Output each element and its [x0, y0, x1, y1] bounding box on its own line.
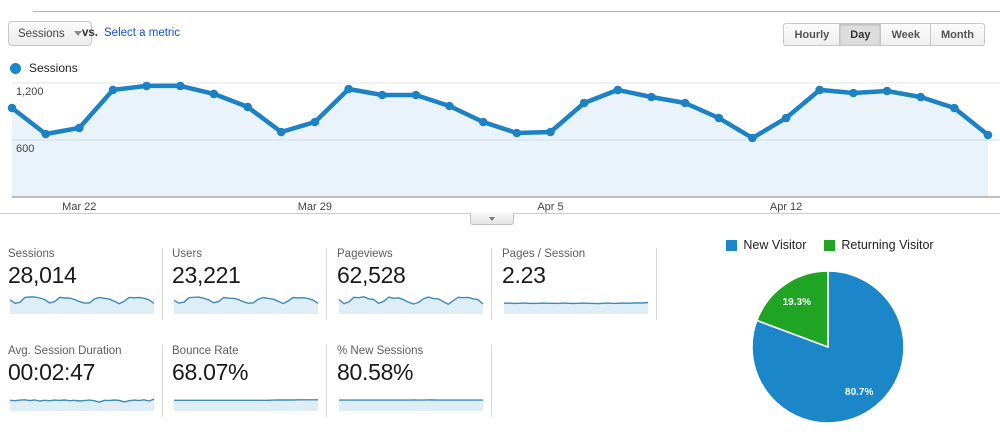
scorecard-bounce-rate: Bounce Rate 68.07% [172, 345, 322, 413]
chevron-down-icon [73, 31, 82, 36]
scorecard-label: Sessions [8, 248, 55, 260]
scorecard-label: Avg. Session Duration [8, 345, 122, 357]
card-divider [326, 248, 327, 320]
granularity-hourly-button[interactable]: Hourly [783, 23, 841, 46]
svg-text:1,200: 1,200 [16, 86, 44, 98]
top-divider [33, 11, 1000, 12]
scorecard-value: 80.58% [337, 359, 414, 385]
scorecard-sparkline[interactable] [337, 387, 485, 413]
granularity-button-group: Hourly Day Week Month [783, 23, 985, 46]
select-a-metric-link[interactable]: Select a metric [104, 27, 181, 39]
scorecard-label: Users [172, 248, 203, 260]
legend-item-new-visitor: New Visitor [726, 238, 806, 252]
svg-text:Apr 12: Apr 12 [770, 201, 802, 213]
svg-text:Mar 22: Mar 22 [62, 201, 96, 213]
granularity-week-button[interactable]: Week [881, 23, 932, 46]
chart-legend: Sessions [10, 61, 78, 75]
scorecard-users: Users 23,221 [172, 248, 322, 316]
granularity-day-button[interactable]: Day [840, 23, 882, 46]
scorecard-sparkline[interactable] [172, 290, 320, 316]
chevron-down-icon [489, 216, 495, 221]
pie-slice-returning-visitor[interactable] [756, 270, 829, 348]
scorecard-value: 2.23 [502, 262, 546, 288]
scorecard-sparkline[interactable] [8, 290, 156, 316]
card-divider [326, 345, 327, 417]
new-visitor-swatch-icon [726, 239, 738, 251]
scorecard-value: 23,221 [172, 262, 241, 288]
sessions-series-dot-icon [10, 62, 21, 74]
scorecard-pageviews: Pageviews 62,528 [337, 248, 487, 316]
svg-text:600: 600 [16, 143, 34, 155]
scorecard-value: 28,014 [8, 262, 77, 288]
scorecard-pages-session: Pages / Session 2.23 [502, 248, 652, 316]
scorecard-label: Bounce Rate [172, 345, 239, 357]
scorecard-new-sessions: % New Sessions 80.58% [337, 345, 487, 413]
scorecard-value: 62,528 [337, 262, 406, 288]
card-divider [162, 345, 163, 417]
scorecard-label: Pageviews [337, 248, 393, 260]
svg-text:Mar 29: Mar 29 [298, 201, 332, 213]
metric-selector-dropdown[interactable]: Sessions [8, 21, 92, 46]
card-divider [162, 248, 163, 320]
vs-label: vs. [82, 27, 98, 39]
card-divider [656, 248, 657, 320]
returning-visitor-swatch-icon [824, 239, 836, 251]
legend-item-returning-visitor: Returning Visitor [824, 238, 934, 252]
scorecard-sessions: Sessions 28,014 [8, 248, 158, 316]
collapse-chart-button[interactable] [470, 213, 514, 225]
pie-slice-new-visitor[interactable] [751, 270, 905, 424]
visitor-type-pie-chart[interactable]: 80.7% 19.3% [750, 269, 906, 425]
scorecard-sparkline[interactable] [8, 387, 156, 413]
granularity-month-button[interactable]: Month [931, 23, 985, 46]
scorecard-avg-session-duration: Avg. Session Duration 00:02:47 [8, 345, 158, 413]
sessions-series-label: Sessions [29, 61, 78, 75]
card-divider [491, 345, 492, 417]
card-divider [491, 248, 492, 320]
scorecard-sparkline[interactable] [172, 387, 320, 413]
scorecard-sparkline[interactable] [337, 290, 485, 316]
scorecard-value: 68.07% [172, 359, 249, 385]
scorecard-label: % New Sessions [337, 345, 424, 357]
sessions-timeseries-chart[interactable]: 1,200 600 Mar 22 Mar 29 Apr 5 Apr 12 [0, 76, 1000, 216]
svg-text:19.3%: 19.3% [783, 297, 811, 308]
svg-text:Apr 5: Apr 5 [537, 201, 563, 213]
scorecard-label: Pages / Session [502, 248, 586, 260]
scorecard-sparkline[interactable] [502, 290, 650, 316]
metric-selector-value: Sessions [18, 27, 65, 40]
returning-visitor-label: Returning Visitor [841, 238, 934, 252]
new-visitor-label: New Visitor [743, 238, 807, 252]
svg-text:80.7%: 80.7% [845, 387, 873, 398]
scorecard-value: 00:02:47 [8, 359, 96, 385]
pie-legend: New Visitor Returning Visitor [690, 238, 970, 252]
